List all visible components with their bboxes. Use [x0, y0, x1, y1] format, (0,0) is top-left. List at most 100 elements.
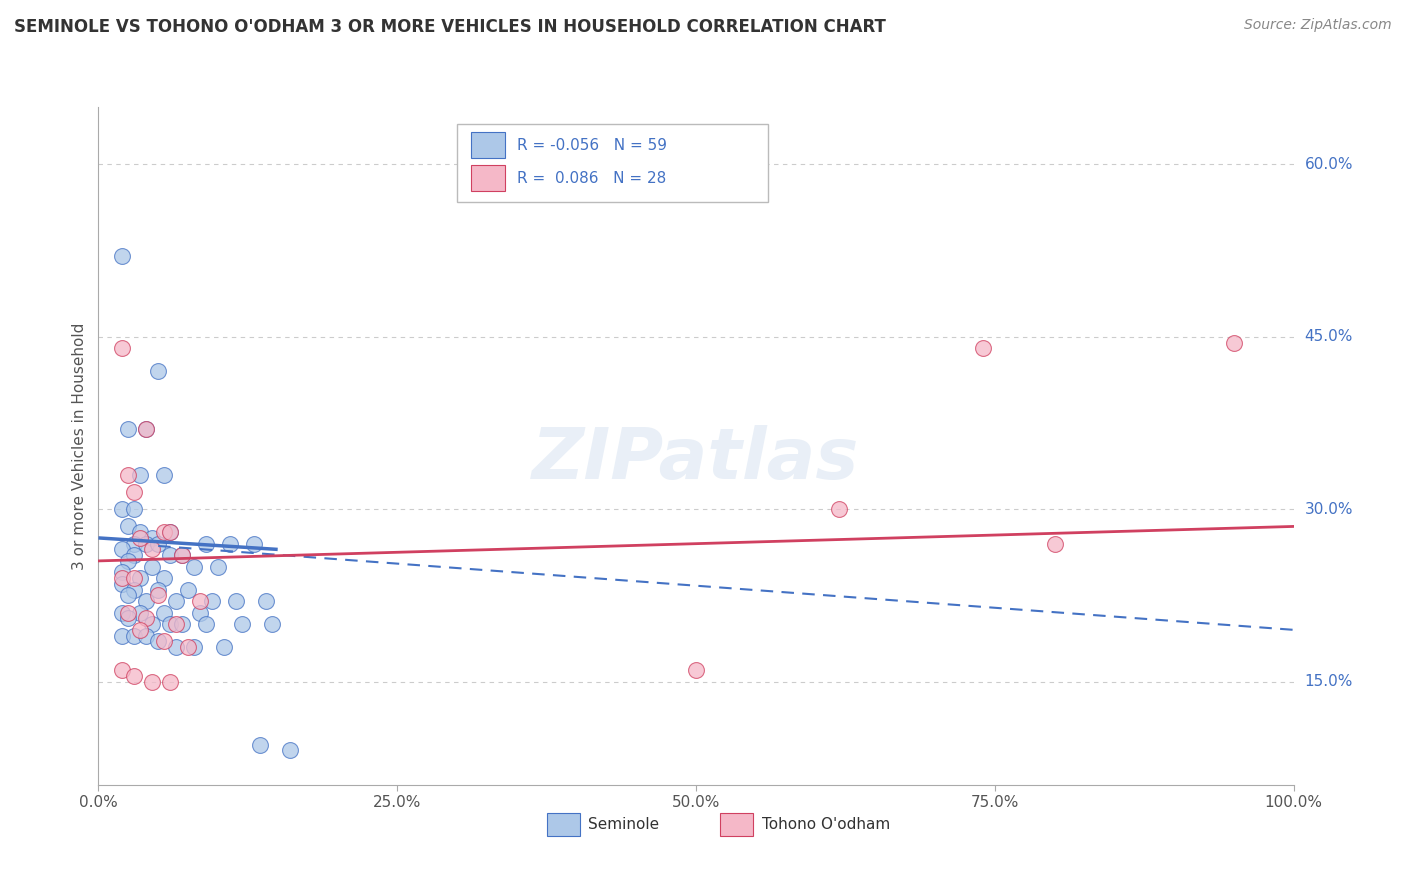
Point — [111, 342, 134, 356]
Point — [207, 559, 229, 574]
Point — [129, 606, 152, 620]
Point — [148, 364, 170, 378]
Point — [111, 571, 134, 585]
Point — [278, 743, 301, 757]
Point — [177, 582, 200, 597]
Text: 15.0%: 15.0% — [1305, 674, 1353, 689]
Point — [124, 502, 146, 516]
Point — [159, 617, 181, 632]
Point — [124, 629, 146, 643]
Text: 45.0%: 45.0% — [1305, 329, 1353, 344]
Point — [111, 606, 134, 620]
Point — [165, 640, 187, 654]
Point — [153, 525, 176, 540]
Point — [129, 623, 152, 637]
Point — [129, 467, 152, 482]
Point — [225, 594, 247, 608]
Point — [148, 582, 170, 597]
FancyBboxPatch shape — [547, 813, 581, 836]
FancyBboxPatch shape — [720, 813, 754, 836]
Text: ZIPatlas: ZIPatlas — [533, 425, 859, 494]
Point — [124, 485, 146, 500]
Point — [153, 606, 176, 620]
Point — [172, 617, 194, 632]
Point — [159, 525, 181, 540]
Point — [172, 548, 194, 562]
Text: Seminole: Seminole — [589, 817, 659, 831]
Point — [141, 542, 163, 557]
Point — [159, 525, 181, 540]
Point — [972, 342, 994, 356]
Point — [148, 536, 170, 550]
Point — [129, 531, 152, 545]
Point — [148, 588, 170, 602]
Text: 30.0%: 30.0% — [1305, 501, 1353, 516]
Point — [1223, 335, 1246, 350]
Point — [685, 663, 707, 677]
Point — [201, 594, 224, 608]
Point — [135, 422, 157, 436]
Point — [183, 640, 205, 654]
Point — [135, 422, 157, 436]
Point — [183, 559, 205, 574]
Text: R = -0.056   N = 59: R = -0.056 N = 59 — [517, 137, 666, 153]
Point — [153, 467, 176, 482]
Point — [254, 594, 277, 608]
Point — [129, 525, 152, 540]
Point — [124, 536, 146, 550]
Point — [165, 617, 187, 632]
Text: Source: ZipAtlas.com: Source: ZipAtlas.com — [1244, 18, 1392, 32]
Point — [172, 548, 194, 562]
Point — [117, 588, 139, 602]
Point — [188, 606, 211, 620]
Point — [135, 536, 157, 550]
Point — [117, 554, 139, 568]
Point — [124, 548, 146, 562]
Point — [159, 674, 181, 689]
Point — [177, 640, 200, 654]
Point — [111, 249, 134, 263]
Point — [188, 594, 211, 608]
Point — [124, 669, 146, 683]
Text: R =  0.086   N = 28: R = 0.086 N = 28 — [517, 170, 666, 186]
Point — [159, 548, 181, 562]
Point — [124, 571, 146, 585]
Point — [219, 536, 242, 550]
Point — [117, 467, 139, 482]
Point — [135, 629, 157, 643]
Point — [249, 738, 271, 752]
Text: SEMINOLE VS TOHONO O'ODHAM 3 OR MORE VEHICLES IN HOUSEHOLD CORRELATION CHART: SEMINOLE VS TOHONO O'ODHAM 3 OR MORE VEH… — [14, 18, 886, 36]
Point — [212, 640, 235, 654]
Point — [117, 422, 139, 436]
Point — [148, 634, 170, 648]
Point — [141, 531, 163, 545]
Point — [117, 611, 139, 625]
Point — [153, 634, 176, 648]
FancyBboxPatch shape — [471, 165, 505, 191]
Text: 60.0%: 60.0% — [1305, 157, 1353, 172]
Point — [195, 617, 218, 632]
FancyBboxPatch shape — [471, 132, 505, 158]
Point — [111, 663, 134, 677]
Point — [1043, 536, 1066, 550]
Point — [195, 536, 218, 550]
FancyBboxPatch shape — [457, 124, 768, 202]
Point — [260, 617, 283, 632]
Point — [135, 611, 157, 625]
Point — [165, 594, 187, 608]
Point — [117, 519, 139, 533]
Point — [141, 559, 163, 574]
Point — [117, 606, 139, 620]
Point — [111, 566, 134, 580]
Point — [124, 582, 146, 597]
Text: Tohono O'odham: Tohono O'odham — [762, 817, 890, 831]
Point — [141, 674, 163, 689]
Y-axis label: 3 or more Vehicles in Household: 3 or more Vehicles in Household — [72, 322, 87, 570]
Point — [231, 617, 253, 632]
Point — [141, 617, 163, 632]
Point — [111, 542, 134, 557]
Point — [129, 571, 152, 585]
Point — [111, 502, 134, 516]
Point — [111, 577, 134, 591]
Point — [828, 502, 851, 516]
